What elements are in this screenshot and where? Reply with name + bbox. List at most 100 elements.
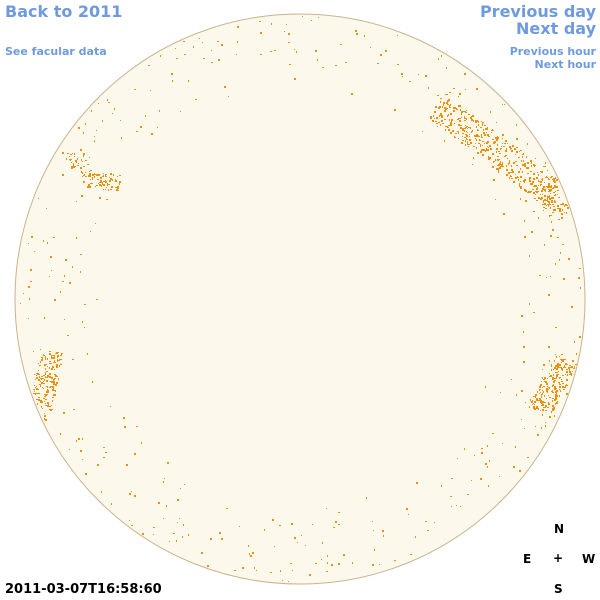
facula: [67, 335, 69, 336]
facula: [20, 303, 21, 304]
facula: [221, 44, 223, 46]
facula: [54, 390, 56, 391]
previous-day-link[interactable]: Previous day: [479, 2, 596, 21]
facula: [41, 357, 43, 358]
facula: [452, 130, 454, 132]
facula: [466, 135, 468, 137]
facula: [554, 367, 556, 369]
facula: [96, 130, 97, 131]
facula: [64, 319, 65, 320]
facular-data-link[interactable]: See facular data: [5, 45, 107, 58]
facula: [561, 359, 562, 360]
facula: [466, 110, 467, 111]
facula: [84, 174, 85, 175]
facula: [527, 173, 529, 174]
facula: [461, 117, 462, 118]
facula: [545, 177, 546, 178]
facula: [534, 198, 536, 199]
back-link[interactable]: Back to 2011: [5, 2, 123, 21]
facula: [541, 381, 542, 382]
facula: [552, 188, 554, 189]
facula: [459, 93, 461, 95]
facula: [46, 364, 47, 365]
facula: [556, 356, 557, 358]
facula: [134, 89, 136, 90]
next-hour-link[interactable]: Next hour: [534, 58, 597, 71]
facula: [557, 208, 559, 209]
facula: [49, 351, 51, 352]
facula: [97, 464, 99, 466]
facula: [525, 190, 527, 192]
facula: [550, 215, 552, 216]
facula: [550, 235, 552, 237]
facula: [36, 375, 37, 376]
facula: [38, 389, 39, 390]
facula: [484, 134, 486, 136]
facula: [547, 200, 548, 202]
facula: [56, 376, 58, 377]
facula: [72, 266, 73, 268]
facula: [493, 166, 494, 168]
facula: [532, 404, 533, 405]
facula: [464, 128, 466, 129]
facula: [480, 478, 482, 480]
facula: [234, 570, 236, 571]
facula: [446, 94, 448, 95]
facula: [458, 138, 459, 139]
facula: [543, 210, 544, 211]
facula: [533, 192, 535, 194]
facula: [556, 372, 558, 373]
facula: [455, 108, 457, 109]
facula: [579, 336, 581, 338]
facula: [82, 176, 83, 177]
facula: [557, 365, 559, 367]
facula: [207, 565, 209, 567]
facula: [460, 127, 462, 129]
facula: [47, 391, 48, 392]
previous-hour-link[interactable]: Previous hour: [509, 45, 596, 58]
facula: [477, 152, 478, 154]
facula: [556, 393, 557, 394]
facula: [536, 177, 538, 179]
facula: [23, 293, 24, 294]
facula: [468, 146, 469, 147]
facula: [279, 525, 281, 526]
facula: [520, 187, 522, 189]
facula: [561, 379, 562, 380]
facula: [535, 194, 536, 195]
facula: [542, 414, 543, 416]
facula: [539, 181, 540, 182]
facula: [558, 382, 559, 383]
facula: [509, 146, 511, 148]
facula: [76, 440, 77, 442]
facula: [492, 153, 493, 154]
facula: [499, 163, 501, 165]
facula: [45, 368, 46, 370]
facula: [153, 527, 155, 528]
facula: [438, 58, 439, 60]
facula: [296, 51, 297, 53]
facula: [57, 356, 58, 358]
facula: [520, 181, 521, 182]
facula: [496, 151, 497, 153]
facula: [565, 374, 566, 375]
facula: [564, 359, 566, 360]
facula: [54, 394, 56, 396]
facula: [176, 58, 178, 59]
facula: [496, 139, 498, 141]
facula: [562, 383, 563, 384]
facula: [72, 359, 74, 360]
facula: [335, 521, 337, 523]
facula: [530, 160, 532, 162]
facula: [87, 353, 88, 355]
facula: [109, 180, 111, 182]
facula: [164, 478, 165, 479]
next-day-link[interactable]: Next day: [516, 19, 596, 38]
facula: [464, 448, 465, 450]
facula: [445, 111, 446, 112]
facula: [571, 306, 573, 308]
facula: [343, 554, 345, 556]
facula: [548, 403, 550, 405]
facula: [45, 395, 46, 397]
facula: [36, 377, 38, 379]
